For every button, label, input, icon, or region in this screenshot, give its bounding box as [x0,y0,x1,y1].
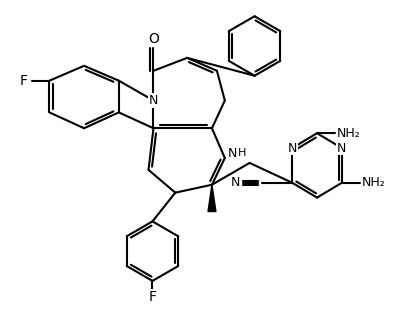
Text: F: F [148,290,157,304]
Text: NH₂: NH₂ [337,127,360,140]
Text: H: H [237,148,246,158]
Text: F: F [20,74,28,88]
Text: N: N [231,176,241,189]
Text: N: N [337,142,346,154]
Text: N: N [228,147,237,159]
Text: N: N [288,142,297,154]
Text: NH₂: NH₂ [362,176,385,189]
Text: N: N [149,94,158,107]
Text: O: O [148,32,159,46]
Polygon shape [208,185,216,212]
